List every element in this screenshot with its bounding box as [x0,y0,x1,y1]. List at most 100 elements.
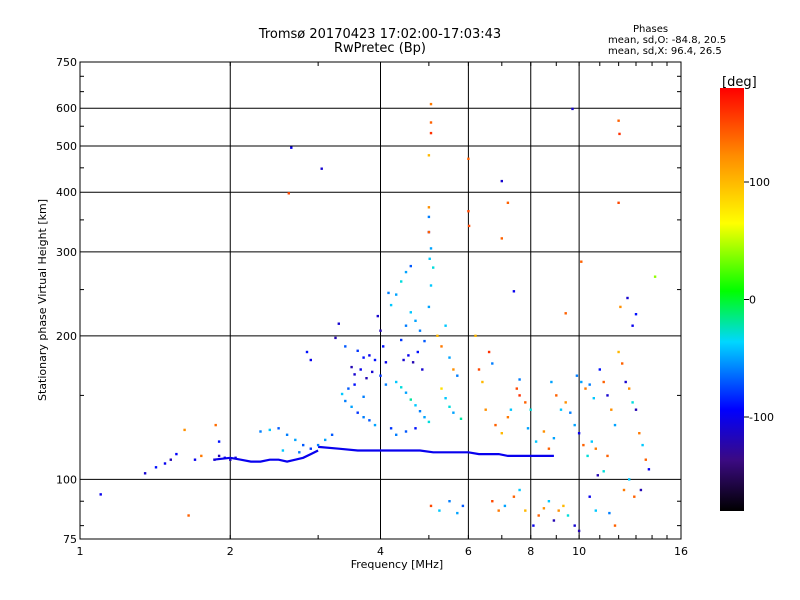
echo-point [448,405,451,408]
echo-point [217,454,221,458]
echo-point [532,524,535,527]
echo-point [373,423,377,427]
chart-subtitle: RwPretec (Bp) [333,41,427,56]
echo-point [547,447,551,450]
echo-point [427,215,431,219]
echo-point [440,345,443,348]
echo-point [362,395,365,398]
echo-point [330,433,334,436]
echo-point [404,391,408,394]
echo-point [497,509,500,512]
echo-point [350,365,353,369]
echo-point [564,401,567,404]
echo-point [509,408,513,411]
echo-point [573,423,576,427]
echo-point [598,368,601,371]
x-tick-label: 8 [527,545,534,558]
echo-point [389,427,393,430]
echo-point [617,119,620,122]
colorbar-tick-label: -100 [749,411,774,424]
echo-point [193,458,197,461]
y-tick-label: 75 [63,533,77,546]
echo-point [418,410,422,413]
echo-point [429,102,433,106]
echo-point [305,350,309,354]
echo-point [491,362,494,365]
echo-point [529,408,532,411]
echo-point [382,345,385,348]
echo-point [353,383,356,386]
echo-point [571,107,574,111]
echo-point [309,358,312,362]
x-tick-label: 16 [674,545,688,558]
echo-point [429,131,433,135]
echo-point [316,443,320,447]
echo-point [596,474,599,477]
echo-point [395,380,398,384]
echo-point [414,319,417,322]
echo-point [461,504,465,508]
echo-point [564,312,567,315]
echo-point [427,206,431,209]
echo-point [518,488,521,492]
echo-point [526,427,530,430]
echo-point [409,398,412,401]
echo-point [608,511,611,515]
echo-point [594,447,597,450]
data-layer [99,102,657,533]
echo-point [512,290,516,293]
echo-point [506,416,510,419]
echo-point [494,423,497,427]
echo-point [626,296,629,300]
y-tick-label: 600 [56,102,77,115]
echo-point [566,514,570,517]
x-axis-label: Frequency [MHz] [351,558,443,571]
echo-point [500,432,503,435]
echo-point [577,529,581,533]
x-tick-label: 4 [377,545,384,558]
echo-point [427,420,431,424]
echo-point [347,387,350,390]
echo-point [452,368,455,371]
legend-heading: Phases [633,24,669,35]
echo-point [638,432,641,435]
echo-point [503,504,507,508]
echo-point [404,270,408,274]
echo-point [628,478,631,481]
echo-point [214,423,217,427]
echo-point [555,394,558,397]
echo-point [309,447,312,450]
echo-point [337,322,340,325]
echo-point [500,179,503,183]
echo-point [404,430,408,433]
echo-point [320,167,323,170]
echo-point [277,427,280,430]
echo-point [586,454,589,458]
echo-point [512,495,516,498]
echo-point [641,443,644,447]
echo-point [213,458,216,461]
echo-point [440,387,443,390]
echo-point [429,284,433,287]
echo-point [427,230,431,234]
echo-point [602,470,605,473]
x-tick-label: 2 [227,545,234,558]
echo-point [384,383,388,386]
echo-point [467,157,470,160]
echo-point [285,433,289,436]
echo-point [456,374,459,377]
echo-point [484,408,487,411]
echo-point [234,456,237,459]
echo-point [547,500,551,503]
echo-point [402,358,405,362]
plot-frame [79,61,682,540]
echo-point [359,368,362,371]
echo-point [432,266,435,269]
echo-point [404,324,408,327]
echo-point [429,121,433,124]
echo-point [537,514,540,517]
echo-point [448,356,451,359]
echo-point [634,313,638,316]
colorbar-tick-label: 0 [749,294,756,307]
x-tick-label: 1 [77,545,84,558]
